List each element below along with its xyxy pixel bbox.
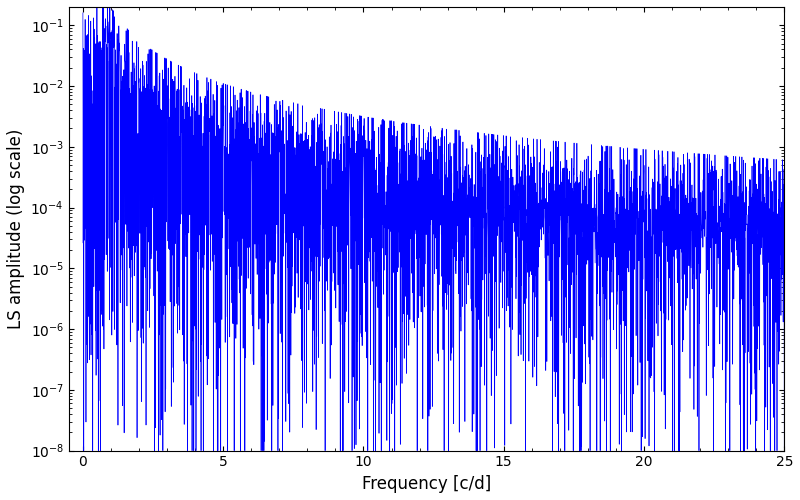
Y-axis label: LS amplitude (log scale): LS amplitude (log scale) (7, 128, 25, 329)
X-axis label: Frequency [c/d]: Frequency [c/d] (362, 475, 491, 493)
